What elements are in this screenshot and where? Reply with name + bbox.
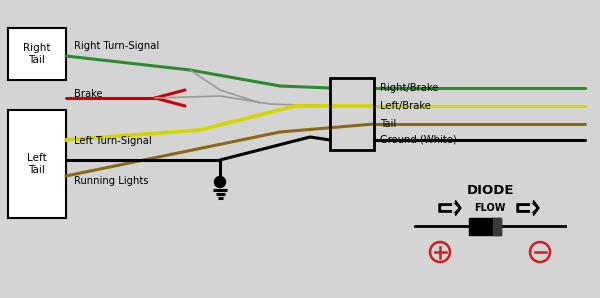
Bar <box>493 218 501 235</box>
Circle shape <box>215 176 226 187</box>
Text: FLOW: FLOW <box>474 203 506 213</box>
Bar <box>8 28 66 80</box>
Polygon shape <box>520 203 536 213</box>
Bar <box>469 218 501 235</box>
Bar <box>330 78 374 150</box>
Text: Left Turn-Signal: Left Turn-Signal <box>74 136 152 146</box>
Text: Right Turn-Signal: Right Turn-Signal <box>74 41 159 51</box>
Polygon shape <box>517 201 539 215</box>
Text: Brake: Brake <box>74 89 103 99</box>
Text: Left
Tail: Left Tail <box>27 153 47 175</box>
Text: Left/Brake: Left/Brake <box>380 101 431 111</box>
Text: DIODE: DIODE <box>466 184 514 196</box>
Text: Right
Tail: Right Tail <box>23 43 51 65</box>
Text: Right/Brake: Right/Brake <box>380 83 439 93</box>
Text: Ground (White): Ground (White) <box>380 135 457 145</box>
Polygon shape <box>439 201 461 215</box>
Bar <box>8 110 66 218</box>
Polygon shape <box>442 203 458 213</box>
Text: Tail: Tail <box>380 119 396 129</box>
Text: Running Lights: Running Lights <box>74 176 149 186</box>
